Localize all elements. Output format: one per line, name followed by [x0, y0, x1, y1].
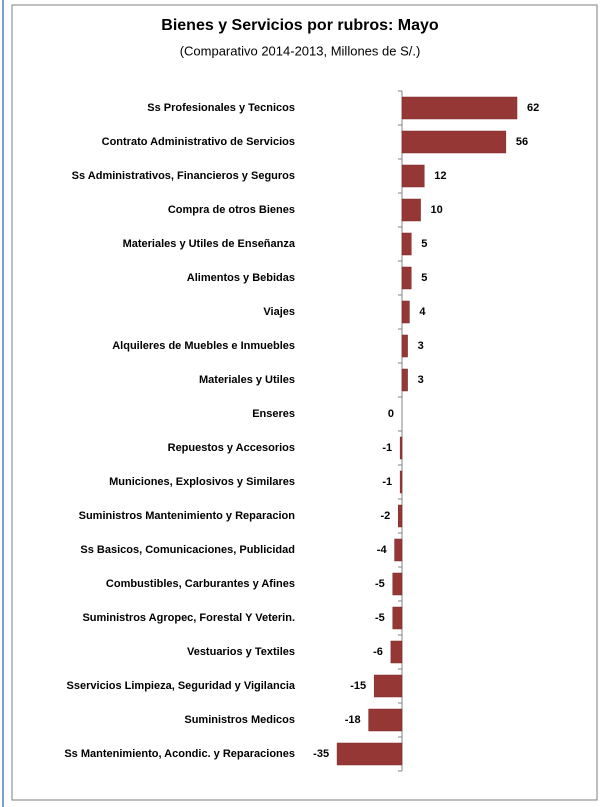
bar	[398, 504, 403, 528]
chart-subtitle: (Comparativo 2014-2013, Millones de S/.)	[180, 43, 421, 58]
data-label: 5	[421, 238, 427, 250]
bar	[401, 266, 412, 290]
bar	[401, 368, 408, 392]
data-label: -15	[350, 680, 366, 692]
bar	[401, 164, 425, 188]
data-label: 3	[418, 374, 424, 386]
bar	[392, 572, 403, 596]
data-label: -1	[382, 476, 392, 488]
bar	[401, 232, 412, 256]
bar	[368, 708, 403, 732]
category-label: Combustibles, Carburantes y Afines	[106, 578, 295, 590]
data-label: -2	[381, 510, 391, 522]
bar	[401, 334, 408, 358]
data-label: -5	[375, 612, 385, 624]
bar	[336, 742, 403, 766]
category-label: Materiales y Utiles de Enseñanza	[123, 238, 296, 250]
bar	[392, 606, 403, 630]
bar	[399, 436, 403, 460]
category-label: Viajes	[263, 306, 295, 318]
data-label: -35	[313, 748, 329, 760]
data-label: 62	[527, 102, 539, 114]
category-label: Enseres	[252, 408, 295, 420]
data-label: -4	[377, 544, 388, 556]
category-label: Municiones, Explosivos y Similares	[109, 476, 295, 488]
data-label: 0	[388, 408, 394, 420]
data-label: 10	[431, 204, 443, 216]
bar	[394, 538, 403, 562]
category-label: Repuestos y Accesorios	[168, 442, 295, 454]
category-label: Ss Basicos, Comunicaciones, Publicidad	[80, 544, 295, 556]
data-label: 5	[421, 272, 427, 284]
category-label: Compra de otros Bienes	[168, 204, 295, 216]
data-label: -1	[382, 442, 392, 454]
category-label: Materiales y Utiles	[199, 374, 295, 386]
bar	[401, 198, 421, 222]
category-label: Alquileres de Muebles e Inmuebles	[112, 340, 295, 352]
data-label: 56	[516, 136, 528, 148]
category-label: Suministros Medicos	[184, 714, 295, 726]
category-label: Suministros Agropec, Forestal Y Veterin.	[82, 612, 295, 624]
data-label: 3	[418, 340, 424, 352]
bar	[399, 470, 403, 494]
chart-title: Bienes y Servicios por rubros: Mayo	[161, 17, 439, 34]
category-label: Vestuarios y Textiles	[187, 646, 295, 658]
category-label: Sservicios Limpieza, Seguridad y Vigilan…	[67, 680, 296, 692]
category-label: Suministros Mantenimiento y Reparacion	[79, 510, 296, 522]
category-label: Alimentos y Bebidas	[187, 272, 295, 284]
bar	[401, 300, 410, 324]
data-label: -6	[373, 646, 383, 658]
data-label: -18	[345, 714, 361, 726]
category-label: Contrato Administrativo de Servicios	[102, 136, 295, 148]
category-label: Ss Administrativos, Financieros y Seguro…	[72, 170, 295, 182]
bar	[373, 674, 403, 698]
data-label: 4	[419, 306, 426, 318]
data-label: 12	[434, 170, 446, 182]
bar	[390, 640, 403, 664]
bar	[401, 96, 518, 120]
bar	[401, 130, 507, 154]
data-label: -5	[375, 578, 385, 590]
category-label: Ss Profesionales y Tecnicos	[147, 102, 295, 114]
category-label: Ss Mantenimiento, Acondic. y Reparacione…	[64, 748, 295, 760]
